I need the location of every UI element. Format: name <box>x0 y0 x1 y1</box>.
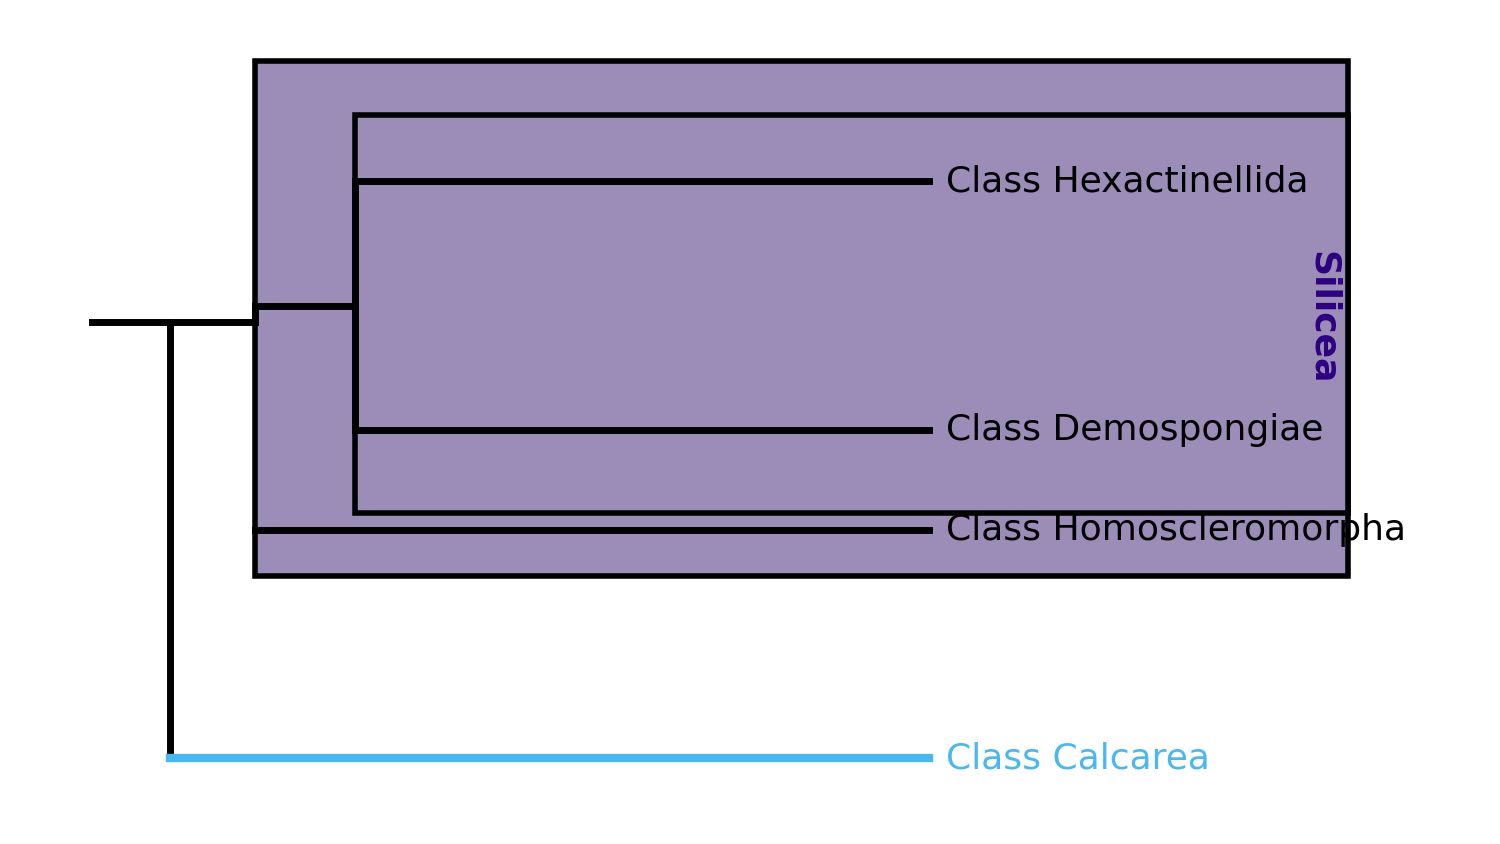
Bar <box>255 61 1348 576</box>
Text: Silicea: Silicea <box>1305 252 1340 385</box>
Text: Class Hexactinellida: Class Hexactinellida <box>946 165 1310 198</box>
Text: Class Calcarea: Class Calcarea <box>946 741 1210 775</box>
Text: Class Demospongiae: Class Demospongiae <box>946 414 1323 447</box>
Text: Class Homoscleromorpha: Class Homoscleromorpha <box>946 513 1407 547</box>
Bar <box>354 115 1348 513</box>
